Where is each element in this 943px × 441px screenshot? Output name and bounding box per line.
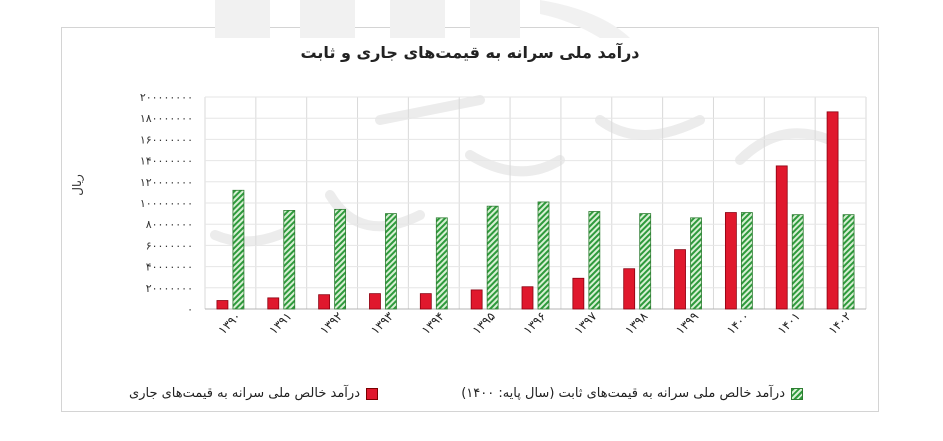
y-tick-label: ۱۴۰۰۰۰۰۰۰ [140, 155, 193, 168]
x-tick-label: ۱۳۹۶ [521, 309, 549, 337]
bar-current [826, 111, 839, 310]
y-tick-label: ۰ [187, 303, 193, 316]
y-tick-label: ۲۰۰۰۰۰۰۰ [146, 282, 193, 295]
x-tick-label: ۱۳۹۵ [470, 309, 498, 337]
bar-constant [842, 214, 855, 310]
x-tick-label: ۱۳۹۲ [317, 309, 345, 337]
bar-current [724, 212, 737, 310]
bar-current [419, 293, 432, 310]
legend-item-constant: درآمد خالص ملی سرانه به قیمت‌های ثابت (س… [461, 386, 803, 401]
bar-current [318, 294, 331, 310]
legend-label-current: درآمد خالص ملی سرانه به قیمت‌های جاری [129, 386, 360, 401]
x-tick-label: ۱۴۰۱ [775, 309, 803, 337]
y-tick-label: ۱۶۰۰۰۰۰۰۰ [140, 133, 193, 146]
bar-constant [385, 213, 397, 310]
y-tick-label: ۱۲۰۰۰۰۰۰۰ [140, 176, 193, 189]
bar-current [521, 286, 534, 310]
x-tick-label: ۱۳۹۴ [419, 309, 447, 337]
x-tick-label: ۱۳۹۷ [571, 309, 600, 338]
bar-current [674, 249, 686, 310]
legend-swatch-current [366, 387, 378, 400]
bar-current [572, 277, 585, 310]
y-tick-label: ۲۰۰۰۰۰۰۰۰ [140, 91, 193, 104]
legend-label-constant: درآمد خالص ملی سرانه به قیمت‌های ثابت (س… [461, 386, 785, 401]
bar-constant [791, 214, 804, 310]
bar-constant [690, 217, 702, 310]
bar-constant [537, 201, 550, 310]
x-tick-label: ۱۳۹۱ [266, 309, 294, 337]
x-tick-label: ۱۴۰۲ [826, 309, 854, 337]
bar-constant [588, 211, 601, 310]
y-tick-label: ۴۰۰۰۰۰۰۰ [146, 261, 193, 274]
bar-constant [740, 212, 753, 310]
x-tick-label: ۱۳۹۹ [673, 309, 701, 337]
bar-constant [639, 213, 652, 310]
bar-constant [283, 210, 296, 310]
bar-constant [435, 217, 448, 310]
x-tick-label: ۱۴۰۰ [724, 309, 752, 337]
x-tick-label: ۱۳۹۳ [368, 309, 397, 338]
bar-constant [232, 189, 245, 310]
x-tick-label: ۱۳۹۰ [216, 309, 244, 337]
bar-constant [334, 208, 347, 310]
y-tick-label: ۶۰۰۰۰۰۰۰ [146, 239, 193, 252]
chart-title: درآمد ملی سرانه به قیمت‌های جاری و ثابت [300, 43, 640, 62]
x-tick-label: ۱۳۹۸ [622, 309, 651, 338]
bar-current [470, 289, 483, 310]
y-tick-label: ۸۰۰۰۰۰۰۰ [146, 218, 193, 231]
bar-current [623, 268, 636, 310]
bar-current [369, 293, 381, 310]
bar-current [775, 165, 788, 310]
bar-current [216, 300, 229, 310]
bar-current [267, 297, 280, 310]
y-tick-label: ۱۸۰۰۰۰۰۰۰ [140, 112, 193, 125]
legend-item-current: درآمد خالص ملی سرانه به قیمت‌های جاری [129, 386, 378, 401]
y-tick-label: ۱۰۰۰۰۰۰۰۰ [140, 197, 193, 210]
legend-swatch-constant [791, 387, 803, 400]
bar-constant [486, 205, 499, 310]
